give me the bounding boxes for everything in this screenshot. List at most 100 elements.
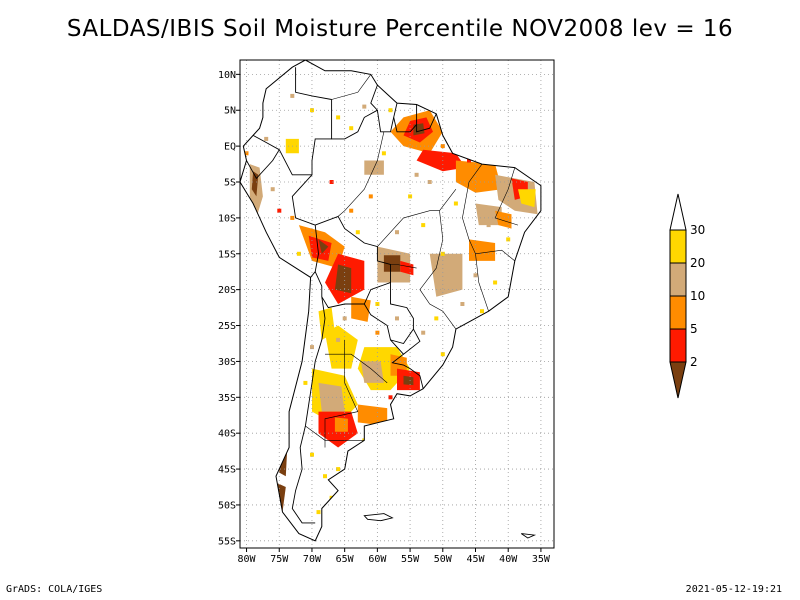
moisture-speckle bbox=[244, 151, 249, 156]
state-border bbox=[337, 131, 385, 217]
moisture-speckle bbox=[421, 223, 426, 228]
y-tick-label: 55S bbox=[218, 536, 236, 547]
colorbar-segment bbox=[669, 328, 687, 363]
y-tick-label: 20S bbox=[218, 285, 236, 296]
moisture-speckle bbox=[467, 158, 471, 163]
moisture-patch-20 bbox=[475, 203, 502, 226]
moisture-speckle bbox=[453, 201, 458, 206]
country-border bbox=[391, 353, 424, 389]
x-tick-label: 35W bbox=[532, 554, 551, 565]
moisture-patch-2 bbox=[334, 264, 352, 294]
state-border bbox=[494, 167, 519, 226]
country-border bbox=[331, 84, 379, 140]
moisture-speckle bbox=[290, 93, 295, 98]
moisture-speckle bbox=[381, 151, 386, 156]
moisture-speckle bbox=[296, 251, 301, 256]
state-border bbox=[390, 264, 417, 269]
x-tick-label: 80W bbox=[238, 554, 257, 565]
moisture-speckle bbox=[421, 330, 426, 335]
moisture-patch-20 bbox=[318, 382, 345, 412]
y-tick-label: 30S bbox=[218, 357, 236, 368]
colorbar-segment bbox=[669, 262, 687, 297]
moisture-speckle bbox=[486, 223, 491, 228]
chart-title: SALDAS/IBIS Soil Moisture Percentile NOV… bbox=[66, 16, 734, 42]
y-tick-label: 5S bbox=[224, 178, 236, 189]
moisture-speckle bbox=[440, 144, 445, 149]
moisture-speckle bbox=[493, 280, 498, 285]
colorbar-bottom-arrow bbox=[669, 361, 687, 399]
moisture-patch-2 bbox=[318, 239, 329, 254]
coastline bbox=[240, 60, 542, 542]
country-border bbox=[252, 135, 332, 176]
moisture-patch-10 bbox=[351, 296, 371, 322]
moisture-speckle bbox=[362, 104, 367, 109]
x-tick-label: 45W bbox=[466, 554, 485, 565]
y-tick-label: EQ bbox=[224, 142, 236, 153]
colorbar-label: 20 bbox=[690, 256, 705, 270]
moisture-speckle bbox=[440, 352, 445, 357]
y-tick-label: 5N bbox=[224, 106, 236, 117]
x-tick-label: 55W bbox=[401, 554, 420, 565]
x-tick-label: 60W bbox=[368, 554, 387, 565]
moisture-speckle bbox=[336, 337, 341, 342]
moisture-speckle bbox=[395, 316, 399, 321]
moisture-patch-10 bbox=[455, 160, 502, 193]
moisture-speckle bbox=[388, 395, 393, 400]
island bbox=[521, 533, 537, 539]
state-border bbox=[324, 339, 359, 448]
moisture-patch-2 bbox=[279, 447, 288, 477]
x-tick-label: 40W bbox=[499, 554, 518, 565]
moisture-speckle bbox=[388, 108, 393, 113]
moisture-patch-20 bbox=[429, 253, 463, 297]
moisture-patch-10 bbox=[334, 417, 348, 432]
moisture-patch-10 bbox=[357, 404, 388, 426]
moisture-speckle bbox=[480, 309, 484, 314]
country-border bbox=[363, 282, 414, 345]
y-tick-label: 25S bbox=[218, 321, 236, 332]
moisture-speckle bbox=[303, 380, 308, 385]
moisture-speckle bbox=[355, 230, 360, 235]
moisture-layer bbox=[244, 93, 538, 515]
state-border bbox=[419, 189, 457, 330]
y-tick-label: 50S bbox=[218, 500, 236, 511]
grads-credit: GrADS: COLA/IGES bbox=[6, 584, 103, 595]
country-border bbox=[416, 113, 437, 133]
colorbar-label: 10 bbox=[690, 289, 705, 303]
colorbar-label: 5 bbox=[690, 322, 698, 336]
moisture-patch-5 bbox=[308, 235, 332, 261]
moisture-speckle bbox=[427, 180, 432, 184]
state-border bbox=[462, 163, 483, 283]
moisture-speckle bbox=[349, 126, 354, 131]
y-tick-label: 10N bbox=[218, 70, 236, 81]
state-border bbox=[325, 353, 388, 384]
colorbar-label: 30 bbox=[690, 223, 705, 237]
moisture-speckle bbox=[310, 452, 314, 457]
state-border bbox=[377, 210, 440, 247]
moisture-speckle bbox=[440, 251, 445, 256]
colorbar-segment bbox=[669, 295, 687, 330]
moisture-speckle bbox=[368, 194, 373, 199]
x-tick-label: 65W bbox=[336, 554, 355, 565]
moisture-speckle bbox=[316, 510, 321, 515]
country-border bbox=[376, 102, 398, 133]
moisture-speckle bbox=[310, 345, 314, 350]
state-border bbox=[478, 282, 489, 312]
y-tick-label: 40S bbox=[218, 429, 236, 440]
colorbar-segment bbox=[669, 229, 687, 264]
latitude-ticks: 10N 5N EQ 5S 10S 15S 20S 25S 30S 35S 40S 45S 50S 55S bbox=[218, 70, 240, 547]
moisture-speckle bbox=[525, 237, 530, 242]
timestamp: 2021-05-12-19:21 bbox=[685, 584, 782, 595]
moisture-speckle bbox=[506, 237, 511, 242]
island bbox=[363, 513, 394, 522]
x-tick-label: 70W bbox=[303, 554, 322, 565]
colorbar-label: 2 bbox=[690, 355, 698, 369]
moisture-patch-10 bbox=[495, 210, 512, 229]
moisture-speckle bbox=[329, 180, 334, 184]
moisture-speckle bbox=[277, 208, 282, 213]
moisture-patch-2 bbox=[383, 255, 401, 272]
x-tick-label: 75W bbox=[270, 554, 289, 565]
x-tick-label: 50W bbox=[434, 554, 453, 565]
moisture-speckle bbox=[264, 136, 269, 141]
moisture-patch-30 bbox=[518, 189, 536, 208]
